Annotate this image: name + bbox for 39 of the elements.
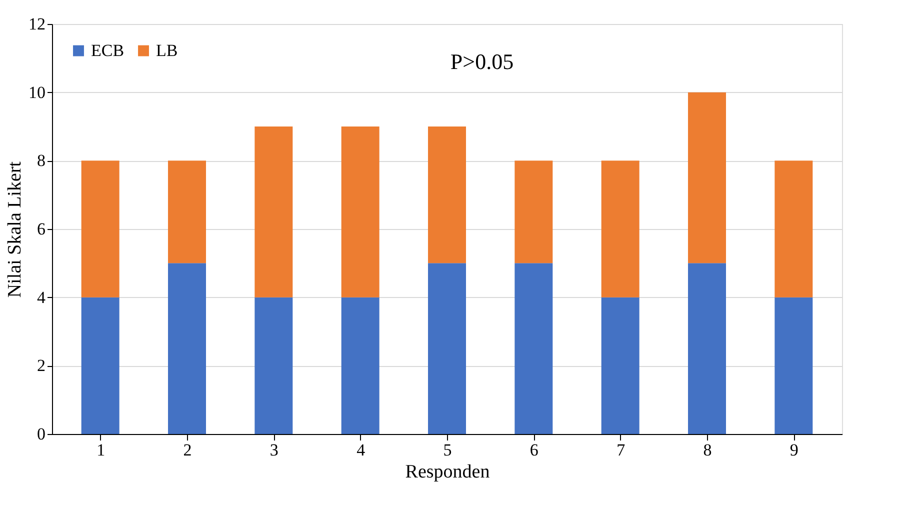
y-tick-label: 12 bbox=[28, 14, 46, 34]
x-tick-label: 4 bbox=[356, 440, 366, 460]
x-tick-label: 1 bbox=[96, 440, 106, 460]
bar bbox=[774, 297, 813, 434]
bar bbox=[81, 297, 120, 434]
x-axis-title: Responden bbox=[405, 462, 490, 482]
x-tick-label: 2 bbox=[183, 440, 192, 460]
bar bbox=[254, 297, 293, 434]
x-tick-label: 3 bbox=[270, 440, 278, 460]
legend-label: LB bbox=[156, 40, 178, 60]
bar bbox=[514, 160, 553, 264]
bar bbox=[428, 263, 466, 434]
y-tick-label: 10 bbox=[28, 82, 46, 102]
bar bbox=[688, 263, 726, 434]
bar bbox=[168, 160, 206, 264]
x-tick-label: 7 bbox=[616, 440, 626, 460]
bar bbox=[601, 297, 640, 434]
x-tick-label: 5 bbox=[443, 440, 452, 460]
bar bbox=[168, 263, 206, 434]
y-tick-label: 0 bbox=[37, 424, 46, 444]
y-axis-title: Nilai Skala Likert bbox=[4, 160, 26, 298]
bar bbox=[341, 126, 380, 298]
bar bbox=[514, 263, 553, 434]
bar bbox=[601, 160, 640, 298]
bar bbox=[254, 126, 293, 298]
legend-label: ECB bbox=[91, 40, 124, 60]
bar bbox=[688, 92, 726, 264]
y-tick-label: 8 bbox=[37, 151, 46, 170]
y-tick-label: 6 bbox=[37, 220, 46, 238]
bar bbox=[81, 160, 120, 298]
bar bbox=[341, 297, 380, 434]
y-tick-label: 2 bbox=[37, 356, 46, 376]
x-tick-label: 9 bbox=[790, 440, 798, 460]
bar bbox=[428, 126, 466, 264]
x-tick-label: 8 bbox=[703, 440, 712, 460]
y-tick-label: 4 bbox=[37, 288, 46, 307]
annotation: P>0.05 bbox=[450, 49, 514, 74]
x-tick-label: 6 bbox=[530, 440, 538, 460]
bar bbox=[774, 160, 813, 298]
